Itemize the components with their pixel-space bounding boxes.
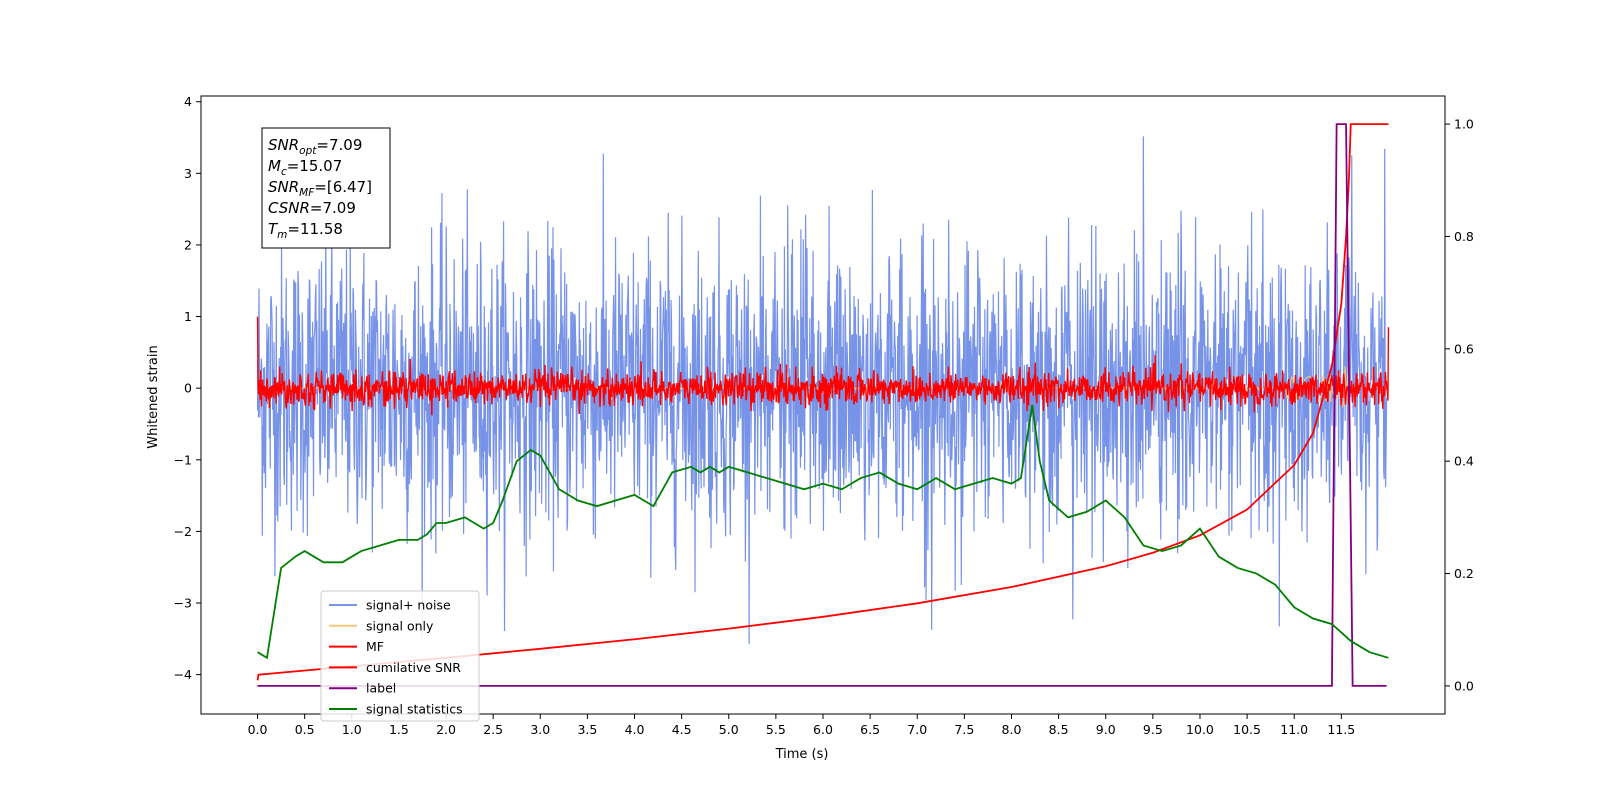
legend-label: signal only: [366, 618, 434, 633]
x-tick-label: 2.0: [436, 722, 456, 737]
y2-tick-label: 0.4: [1454, 454, 1474, 469]
annotation-line: SNRopt=7.09: [268, 136, 362, 157]
x-tick-label: 8.0: [1002, 722, 1022, 737]
x-tick-label: 3.5: [577, 722, 597, 737]
y-tick-label: 4: [184, 94, 192, 109]
legend-label: signal+ noise: [366, 598, 451, 613]
x-tick-label: 1.5: [389, 722, 409, 737]
x-tick-label: 11.0: [1280, 722, 1308, 737]
legend-label: cumilative SNR: [366, 660, 461, 675]
x-tick-label: 3.0: [530, 722, 550, 737]
y2-tick-label: 0.6: [1454, 341, 1474, 356]
x-tick-label: 9.0: [1096, 722, 1116, 737]
x-tick-label: 5.0: [719, 722, 739, 737]
x-tick-label: 5.5: [766, 722, 786, 737]
y-tick-label: 2: [184, 237, 192, 252]
y2-axis-ticks: 1.0 0.8 0.6 0.4 0.2 0.0: [1445, 117, 1474, 693]
y-axis-ticks: 4 3 2 1 0 −1 −2 −3 −4: [174, 94, 201, 682]
x-tick-label: 0.5: [295, 722, 315, 737]
y-axis-label: Whitened strain: [146, 345, 161, 448]
x-tick-label: 7.0: [907, 722, 927, 737]
y2-tick-label: 0.8: [1454, 229, 1474, 244]
y2-tick-label: 1.0: [1454, 117, 1474, 132]
x-tick-label: 8.5: [1049, 722, 1069, 737]
x-tick-label: 9.5: [1143, 722, 1163, 737]
x-tick-label: 6.0: [813, 722, 833, 737]
y-tick-label: −3: [174, 596, 192, 611]
x-axis-ticks: 0.0 0.5 1.0 1.5 2.0 2.5 3.0 3.5 4.0 4.5 5.0 5.5 6.0 6…: [248, 714, 1355, 737]
y-tick-label: 3: [184, 166, 192, 181]
x-tick-label: 2.5: [483, 722, 503, 737]
y-tick-label: −2: [174, 524, 192, 539]
x-tick-label: 1.0: [342, 722, 362, 737]
y-tick-label: 1: [184, 309, 192, 324]
legend-label: MF: [366, 639, 384, 654]
x-tick-label: 6.5: [860, 722, 880, 737]
y-tick-label: −1: [174, 452, 192, 467]
series-cumulative-snr: [256, 123, 1389, 681]
y2-tick-label: 0.0: [1454, 678, 1474, 693]
series-label: [257, 123, 1387, 687]
legend-label: signal statistics: [366, 702, 463, 717]
x-tick-label: 10.0: [1186, 722, 1214, 737]
legend-label: label: [366, 681, 396, 696]
x-tick-label: 11.5: [1327, 722, 1355, 737]
y-tick-label: −4: [174, 667, 192, 682]
annotation-line: Tm=11.58: [268, 220, 343, 241]
x-tick-label: 4.0: [625, 722, 645, 737]
x-tick-label: 4.5: [672, 722, 692, 737]
series-mf: [256, 316, 1390, 416]
x-axis-label: Time (s): [775, 747, 829, 762]
x-tick-label: 0.0: [248, 722, 268, 737]
series-signal-statistics: [257, 404, 1389, 660]
y2-tick-label: 0.2: [1454, 566, 1474, 581]
plot-area: [256, 123, 1390, 687]
annotation-line: SNRMF=[6.47]: [268, 178, 372, 199]
legend: signal+ noise signal only MF cumilative SNR…: [320, 590, 480, 722]
annotation-box: SNRopt=7.09Mc=15.07SNRMF=[6.47]CSNR=7.09…: [261, 127, 391, 249]
annotation-line: Mc=15.07: [268, 157, 342, 178]
x-tick-label: 10.5: [1233, 722, 1261, 737]
y-tick-label: 0: [184, 381, 192, 396]
x-tick-label: 7.5: [954, 722, 974, 737]
annotation-line: CSNR=7.09: [268, 199, 356, 217]
